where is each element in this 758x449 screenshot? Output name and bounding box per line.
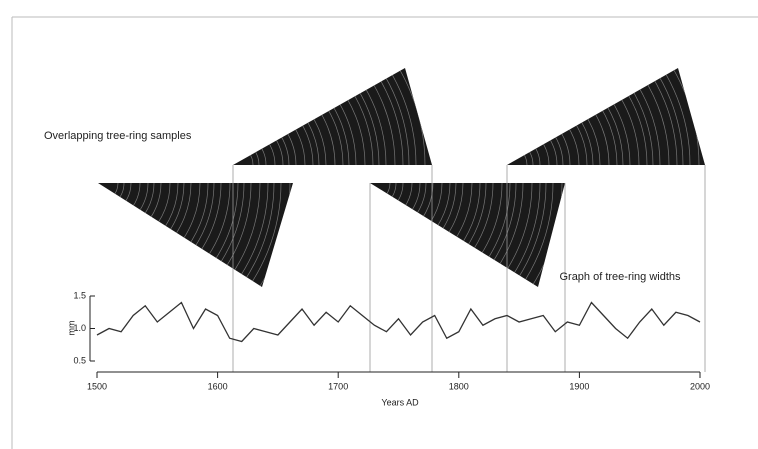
y-axis-label: mm [66,321,76,336]
x-axis-label: Years AD [381,397,419,407]
x-tick-label: 1600 [208,381,228,391]
tree-ring-samples [98,68,705,287]
wedge [98,183,293,287]
x-tick-label: 1700 [328,381,348,391]
connector-lines [232,165,706,372]
y-tick-label: 1.0 [73,323,86,333]
wedge [233,68,432,165]
y-tick-label: 1.5 [73,290,86,300]
annotation: Graph of tree-ring widths [559,271,681,283]
x-tick-label: 1500 [87,381,107,391]
x-tick-label: 2000 [690,381,710,391]
data-line [96,301,701,343]
wedge [370,183,565,287]
y-tick-label: 0.5 [73,355,86,365]
x-tick-label: 1900 [569,381,589,391]
x-tick-label: 1800 [449,381,469,391]
annotation: Overlapping tree-ring samples [44,130,192,142]
